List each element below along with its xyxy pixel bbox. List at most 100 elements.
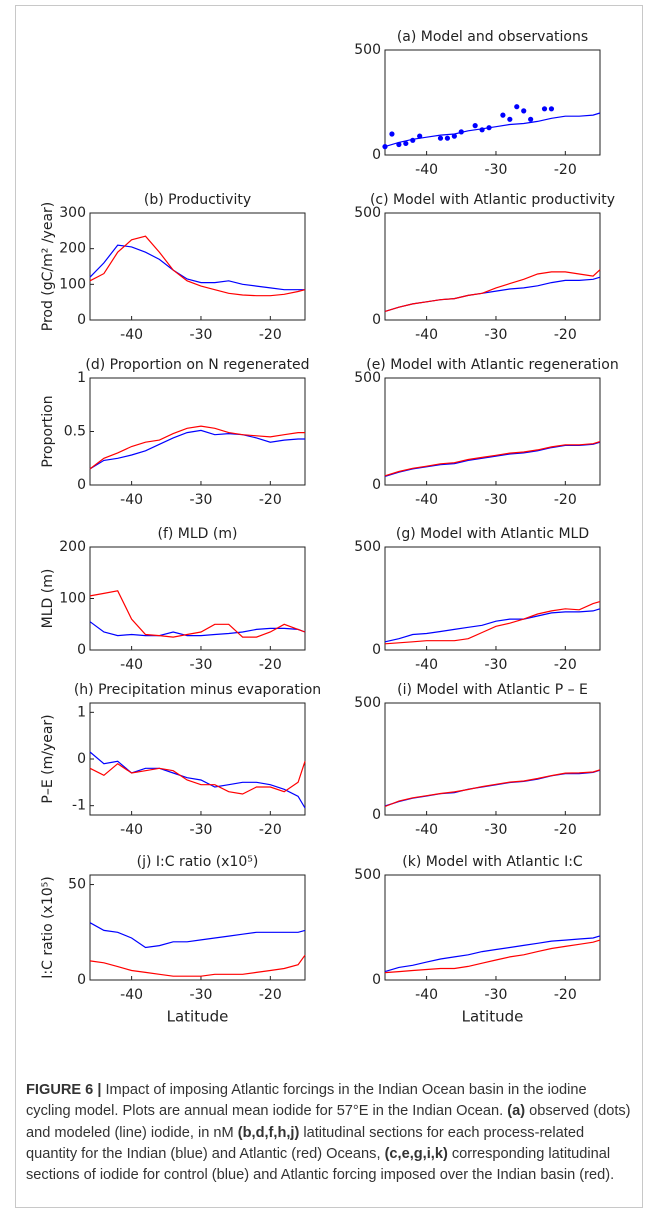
y-tick-label: 0 (372, 972, 381, 988)
data-point (521, 108, 527, 114)
caption-text: latitudinal sections for each process-re… (26, 1124, 585, 1162)
data-line (384, 939, 601, 974)
plot-frame (89, 874, 306, 981)
x-axis-label: Latitude (167, 1008, 229, 1026)
x-tick-label: -20 (554, 492, 577, 508)
data-point (541, 106, 548, 112)
x-tick-label: -30 (190, 657, 213, 673)
data-point (479, 127, 485, 133)
data-line (384, 441, 601, 477)
plot-frame (384, 702, 601, 816)
x-tick-label: -40 (120, 657, 143, 673)
caption-text: corresponding latitudinal sections of io… (26, 1145, 615, 1184)
data-point (451, 133, 457, 139)
x-tick-label: -30 (485, 987, 508, 1003)
x-tick-label: -40 (120, 987, 143, 1003)
data-point (382, 144, 388, 150)
y-tick-label: 0 (77, 312, 86, 328)
data-point (486, 125, 492, 131)
plot-frame (384, 212, 601, 321)
data-line (89, 590, 306, 638)
data-line (89, 761, 306, 795)
data-point (437, 135, 444, 141)
caption: FIGURE 6 | Impact of imposing Atlantic f… (26, 1080, 631, 1186)
data-line (89, 621, 306, 637)
data-line (384, 769, 601, 807)
x-axis-label: Latitude (462, 1008, 524, 1026)
data-point (410, 137, 416, 143)
figure-frame (15, 5, 643, 1208)
x-tick-label: -30 (190, 492, 213, 508)
x-tick-label: -40 (415, 822, 438, 838)
data-point (500, 112, 506, 118)
data-line (384, 112, 601, 148)
data-point (528, 116, 534, 122)
data-point (417, 133, 423, 139)
x-tick-label: -40 (415, 492, 438, 508)
y-tick-label: 1 (77, 370, 86, 386)
panel-title: (h) Precipitation minus evaporation (74, 682, 321, 698)
data-line (384, 935, 601, 973)
y-tick-label: 0 (77, 751, 86, 767)
plot-frame (89, 546, 306, 651)
x-tick-label: -30 (485, 822, 508, 838)
data-line (89, 954, 306, 977)
y-tick-label: 0.5 (64, 424, 86, 440)
plot-frame (384, 49, 601, 156)
plot-frame (384, 546, 601, 651)
y-tick-label: 200 (59, 241, 86, 257)
panel-title: (g) Model with Atlantic MLD (396, 526, 589, 542)
data-point (548, 106, 555, 112)
x-tick-label: -20 (554, 987, 577, 1003)
x-tick-label: -20 (554, 822, 577, 838)
y-tick-label: 100 (59, 591, 86, 607)
caption-text: observed (dots) and modeled (line) iodid… (26, 1103, 631, 1141)
x-tick-label: -40 (415, 162, 438, 178)
panel-title: (k) Model with Atlantic I:C (402, 854, 583, 870)
data-point (458, 129, 464, 135)
y-tick-label: 0 (77, 477, 86, 493)
caption-text: Impact of imposing Atlantic forcings in … (26, 1082, 587, 1120)
y-tick-label: 0 (77, 972, 86, 988)
figure: (a) Model and observations 0 500 -40 -30 -20 (… (40, 29, 619, 1026)
caption-text: (b,d,f,h,j) (237, 1124, 300, 1141)
x-tick-label: -40 (120, 327, 143, 343)
data-line (89, 922, 306, 949)
x-tick-label: -20 (259, 822, 282, 838)
data-point (507, 116, 513, 122)
y-tick-label: 0 (372, 642, 381, 658)
y-axis-label: Proportion (40, 395, 56, 467)
data-point (444, 135, 451, 141)
x-tick-label: -30 (485, 162, 508, 178)
y-tick-label: 0 (372, 807, 381, 823)
data-point (389, 131, 395, 137)
y-tick-label: 1 (77, 704, 86, 720)
panel-title: (d) Proportion on N regenerated (85, 357, 309, 373)
panel-title: (c) Model with Atlantic productivity (370, 192, 615, 208)
y-tick-label: 0 (372, 147, 381, 163)
y-tick-label: 200 (59, 539, 86, 555)
y-axis-label: Prod (gC/m² /year) (40, 202, 56, 332)
data-line (89, 425, 305, 470)
panel-title: (a) Model and observations (397, 29, 588, 45)
x-tick-label: -40 (120, 822, 143, 838)
data-line (384, 769, 601, 808)
x-tick-label: -40 (120, 492, 143, 508)
x-tick-label: -40 (415, 657, 438, 673)
data-point (472, 123, 478, 129)
plot-frame (89, 702, 306, 816)
x-tick-label: -30 (190, 327, 213, 343)
y-tick-label: 100 (59, 276, 86, 292)
panel-title: (f) MLD (m) (158, 526, 238, 542)
panel-title: (b) Productivity (144, 192, 251, 208)
x-tick-label: -20 (259, 987, 282, 1003)
data-line (89, 244, 305, 291)
y-tick-label: 0 (77, 642, 86, 658)
x-tick-label: -30 (190, 822, 213, 838)
y-tick-label: 500 (354, 539, 381, 555)
data-point (396, 141, 402, 148)
y-tick-label: 500 (354, 42, 381, 58)
x-tick-label: -20 (259, 327, 282, 343)
data-line (384, 601, 601, 645)
